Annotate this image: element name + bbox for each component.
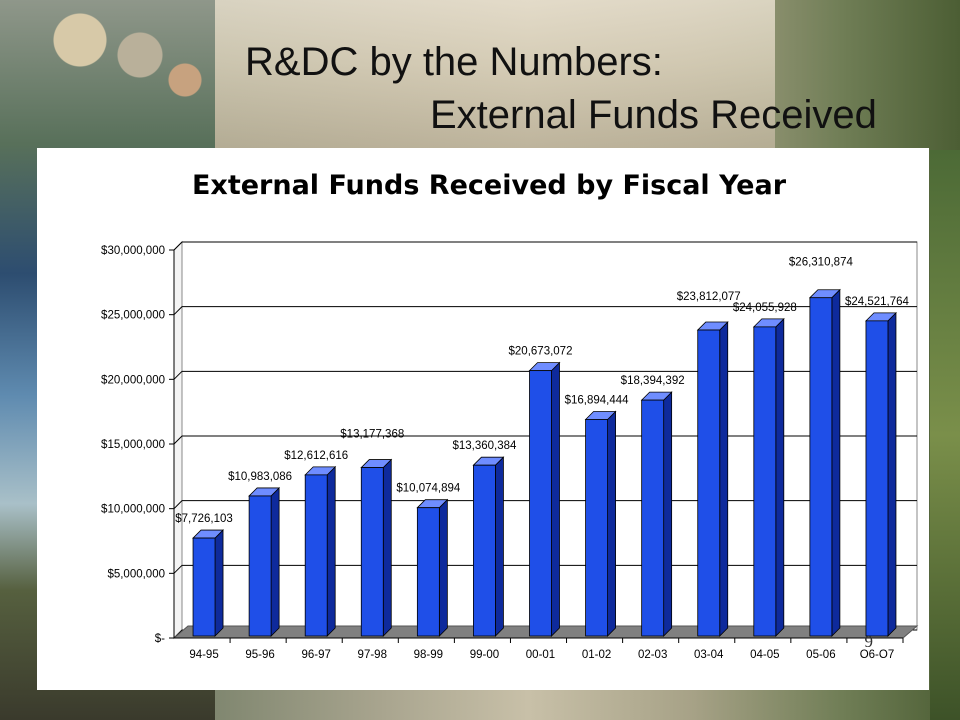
gridline <box>173 241 917 251</box>
x-tick-label: O6-O7 <box>860 649 895 661</box>
bar-chart: External Funds Received by Fiscal Year $… <box>101 170 919 661</box>
bar <box>472 456 505 637</box>
bar-front <box>865 320 889 637</box>
bar-side <box>382 458 392 637</box>
x-tick-label: 00-01 <box>526 649 555 661</box>
bar-front <box>304 474 328 637</box>
y-tick-label: $5,000,000 <box>107 568 165 580</box>
bar-side <box>887 311 897 637</box>
data-label: $24,521,764 <box>845 296 910 308</box>
data-label: $10,074,894 <box>396 483 461 495</box>
bar-side <box>775 317 785 637</box>
bar-front <box>473 464 496 637</box>
x-tick-label: 98-99 <box>414 649 443 661</box>
x-tick-label: 01-02 <box>582 649 611 661</box>
y-tick-label: $30,000,000 <box>101 245 165 257</box>
bar-side <box>438 498 448 637</box>
data-label: $13,177,368 <box>340 429 404 441</box>
bar-side <box>270 486 280 637</box>
x-tick-label: 02-03 <box>638 649 667 661</box>
bar-front <box>809 297 833 637</box>
y-tick-label: $10,000,000 <box>101 504 165 516</box>
slide-title-line1: R&DC by the Numbers: <box>245 40 663 84</box>
gridline <box>173 370 917 380</box>
data-label: $23,812,077 <box>677 291 741 303</box>
data-label: $18,394,392 <box>621 375 685 387</box>
data-label: $20,673,072 <box>509 346 573 358</box>
x-tick-label: 99-00 <box>470 649 499 661</box>
bar <box>864 311 897 637</box>
bar-side <box>326 465 336 637</box>
chart-panel: External Funds Received by Fiscal Year $… <box>37 148 929 690</box>
x-tick-label: 97-98 <box>358 649 387 661</box>
bar <box>584 410 617 637</box>
bar-side <box>719 321 729 637</box>
bar-front <box>360 467 384 637</box>
bar-front <box>529 370 552 637</box>
bar <box>360 458 393 637</box>
x-axis: 94-95 95-96 96-97 97-98 98-99 99-00 00-01 01-02… <box>189 638 904 661</box>
bar-front <box>697 329 721 637</box>
bar-side <box>495 456 504 637</box>
data-label: $10,983,086 <box>228 471 292 483</box>
page-number: 9 <box>864 632 874 651</box>
background-building-image <box>215 0 775 160</box>
bar <box>304 465 337 637</box>
bar <box>640 391 673 637</box>
bars <box>192 288 897 637</box>
y-axis: $- $5,000,000 $10,000,000 $15,000,000 $20,00… <box>101 245 175 645</box>
bar-front <box>585 419 608 637</box>
data-label: $7,726,103 <box>175 513 233 525</box>
bar-side <box>607 410 616 637</box>
bar <box>416 498 449 637</box>
x-tick-label: 96-97 <box>301 649 330 661</box>
bar-side <box>214 529 224 637</box>
y-tick-label: $20,000,000 <box>101 374 165 386</box>
bar <box>192 529 225 637</box>
x-tick-label: 95-96 <box>245 649 274 661</box>
bar <box>752 317 785 637</box>
bar-front <box>192 537 216 637</box>
bar <box>248 486 281 637</box>
bar-front <box>641 399 665 637</box>
background-foliage-image <box>930 150 960 720</box>
bar-side <box>831 288 841 637</box>
bar <box>696 321 729 637</box>
y-tick-label: $25,000,000 <box>101 310 165 322</box>
data-label: $13,360,384 <box>452 440 517 452</box>
y-tick-label: $- <box>155 633 165 645</box>
gridline <box>173 306 917 316</box>
bar-side <box>663 391 673 637</box>
x-tick-label: 04-05 <box>750 649 779 661</box>
x-tick-label: 05-06 <box>806 649 835 661</box>
chart-title: External Funds Received by Fiscal Year <box>192 170 787 201</box>
data-labels: $7,726,103 $10,983,086 $12,612,616 $13,177,… <box>175 257 909 525</box>
y-tick-label: $15,000,000 <box>101 439 165 451</box>
data-label: $24,055,928 <box>733 302 797 314</box>
x-tick-label: 03-04 <box>694 649 724 661</box>
bar <box>528 361 561 637</box>
bar <box>808 288 841 637</box>
bar-side <box>551 361 560 637</box>
data-label: $26,310,874 <box>789 257 854 269</box>
data-label: $16,894,444 <box>565 394 630 406</box>
slide-title-line2: External Funds Received <box>430 93 877 137</box>
x-tick-label: 94-95 <box>189 649 218 661</box>
bar-front <box>416 507 440 637</box>
bar-front <box>248 495 272 637</box>
bar-front <box>753 326 777 637</box>
data-label: $12,612,616 <box>284 450 348 462</box>
